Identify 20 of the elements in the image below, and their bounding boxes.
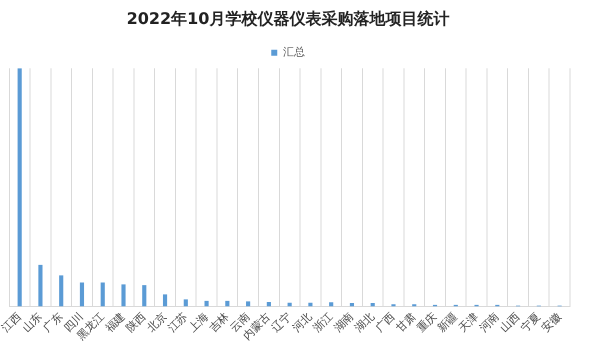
chart-title: 2022年10月学校仪器仪表采购落地项目统计 bbox=[126, 8, 450, 28]
x-tick-label: 江西 bbox=[0, 310, 24, 335]
bar bbox=[80, 282, 84, 306]
bar bbox=[329, 302, 334, 306]
bar bbox=[121, 284, 126, 306]
x-tick-label: 陕西 bbox=[124, 310, 148, 335]
bar bbox=[18, 68, 22, 306]
x-tick-label: 河南 bbox=[476, 310, 502, 335]
bar bbox=[38, 264, 43, 306]
x-tick-label: 安徽 bbox=[539, 310, 564, 335]
bar bbox=[184, 299, 188, 306]
legend-label: 汇总 bbox=[282, 46, 305, 59]
bar bbox=[162, 294, 168, 306]
x-tick-label: 湖北 bbox=[352, 310, 377, 335]
bar bbox=[370, 303, 375, 306]
x-tick-label: 新疆 bbox=[435, 310, 460, 335]
bar bbox=[142, 285, 146, 306]
bar bbox=[100, 282, 105, 306]
bar bbox=[266, 302, 271, 306]
bar bbox=[59, 275, 64, 306]
